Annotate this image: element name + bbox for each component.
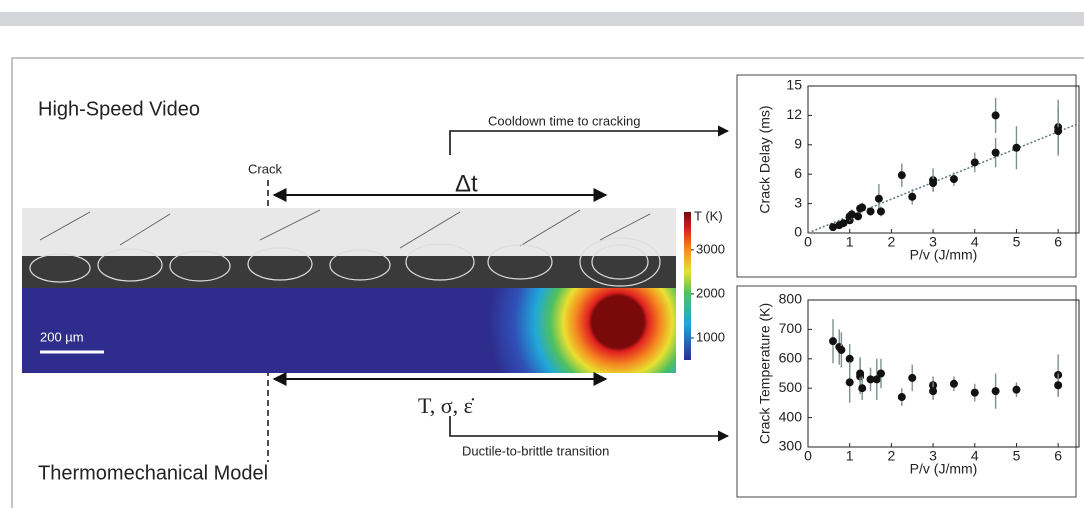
- model-label: Thermomechanical Model: [38, 462, 268, 484]
- point: [846, 378, 854, 386]
- colorbar-tick-label: 1000: [696, 329, 725, 344]
- point: [854, 212, 862, 220]
- y-tick-label: 12: [786, 106, 802, 122]
- point: [837, 346, 845, 354]
- y-tick-label: 400: [779, 408, 803, 424]
- point: [929, 179, 937, 187]
- point: [867, 207, 875, 215]
- x-axis-label: P/v (J/mm): [910, 247, 978, 263]
- point: [992, 149, 1000, 157]
- y-tick-label: 800: [779, 291, 803, 307]
- point: [992, 111, 1000, 119]
- x-tick-label: 5: [1013, 448, 1021, 464]
- x-tick-label: 6: [1054, 448, 1062, 464]
- x-tick-label: 0: [804, 448, 812, 464]
- video-label: High-Speed Video: [38, 98, 200, 120]
- point: [898, 393, 906, 401]
- point: [898, 171, 906, 179]
- point: [877, 370, 885, 378]
- y-tick-label: 15: [786, 77, 802, 93]
- crack-label: Crack: [248, 161, 282, 176]
- y-tick-label: 300: [779, 438, 803, 454]
- x-axis-label: P/v (J/mm): [910, 461, 978, 477]
- y-axis-label: Crack Temperature (K): [757, 303, 773, 444]
- plot-area: [808, 86, 1079, 233]
- point: [856, 370, 864, 378]
- y-tick-label: 0: [794, 224, 802, 240]
- point: [858, 204, 866, 212]
- delta-t: Δt: [455, 170, 478, 197]
- x-tick-label: 5: [1013, 234, 1021, 250]
- point: [950, 380, 958, 388]
- colorbar: [684, 212, 691, 360]
- y-tick-label: 700: [779, 320, 803, 336]
- model-symbols: T, σ, ε̇: [418, 393, 475, 418]
- point: [1054, 127, 1062, 135]
- x-tick-label: 1: [846, 448, 854, 464]
- point: [846, 355, 854, 363]
- melt-track: [22, 256, 676, 288]
- y-tick-label: 600: [779, 350, 803, 366]
- x-tick-label: 2: [887, 448, 895, 464]
- y-axis-label: Crack Delay (ms): [757, 105, 773, 213]
- point: [1012, 144, 1020, 152]
- transition-label: Ductile-to-brittle transition: [462, 443, 609, 458]
- point: [929, 387, 937, 395]
- point: [908, 193, 916, 201]
- point: [875, 195, 883, 203]
- point: [1012, 386, 1020, 394]
- x-tick-label: 6: [1054, 234, 1062, 250]
- plot-area: [808, 300, 1079, 447]
- x-tick-label: 1: [846, 234, 854, 250]
- x-tick-label: 2: [887, 234, 895, 250]
- scale-label: 200 µm: [40, 329, 84, 344]
- point: [858, 384, 866, 392]
- x-tick-label: 0: [804, 234, 812, 250]
- y-tick-label: 9: [794, 136, 802, 152]
- arrow: [450, 416, 728, 436]
- figure: High-Speed Video Thermomechanical Model …: [0, 0, 1084, 508]
- cooldown-label: Cooldown time to cracking: [488, 113, 640, 128]
- point: [950, 175, 958, 183]
- point: [992, 387, 1000, 395]
- point: [971, 389, 979, 397]
- colorbar-tick-label: 3000: [696, 241, 725, 256]
- point: [829, 337, 837, 345]
- heatmap: [22, 288, 676, 373]
- top-bar: [0, 12, 1084, 26]
- colorbar-tick-label: 2000: [696, 285, 725, 300]
- point: [908, 374, 916, 382]
- y-tick-label: 3: [794, 194, 802, 210]
- point: [971, 158, 979, 166]
- y-tick-label: 500: [779, 379, 803, 395]
- point: [877, 207, 885, 215]
- y-tick-label: 6: [794, 165, 802, 181]
- point: [1054, 381, 1062, 389]
- colorbar-label: T (K): [694, 208, 723, 223]
- arrow: [450, 131, 728, 155]
